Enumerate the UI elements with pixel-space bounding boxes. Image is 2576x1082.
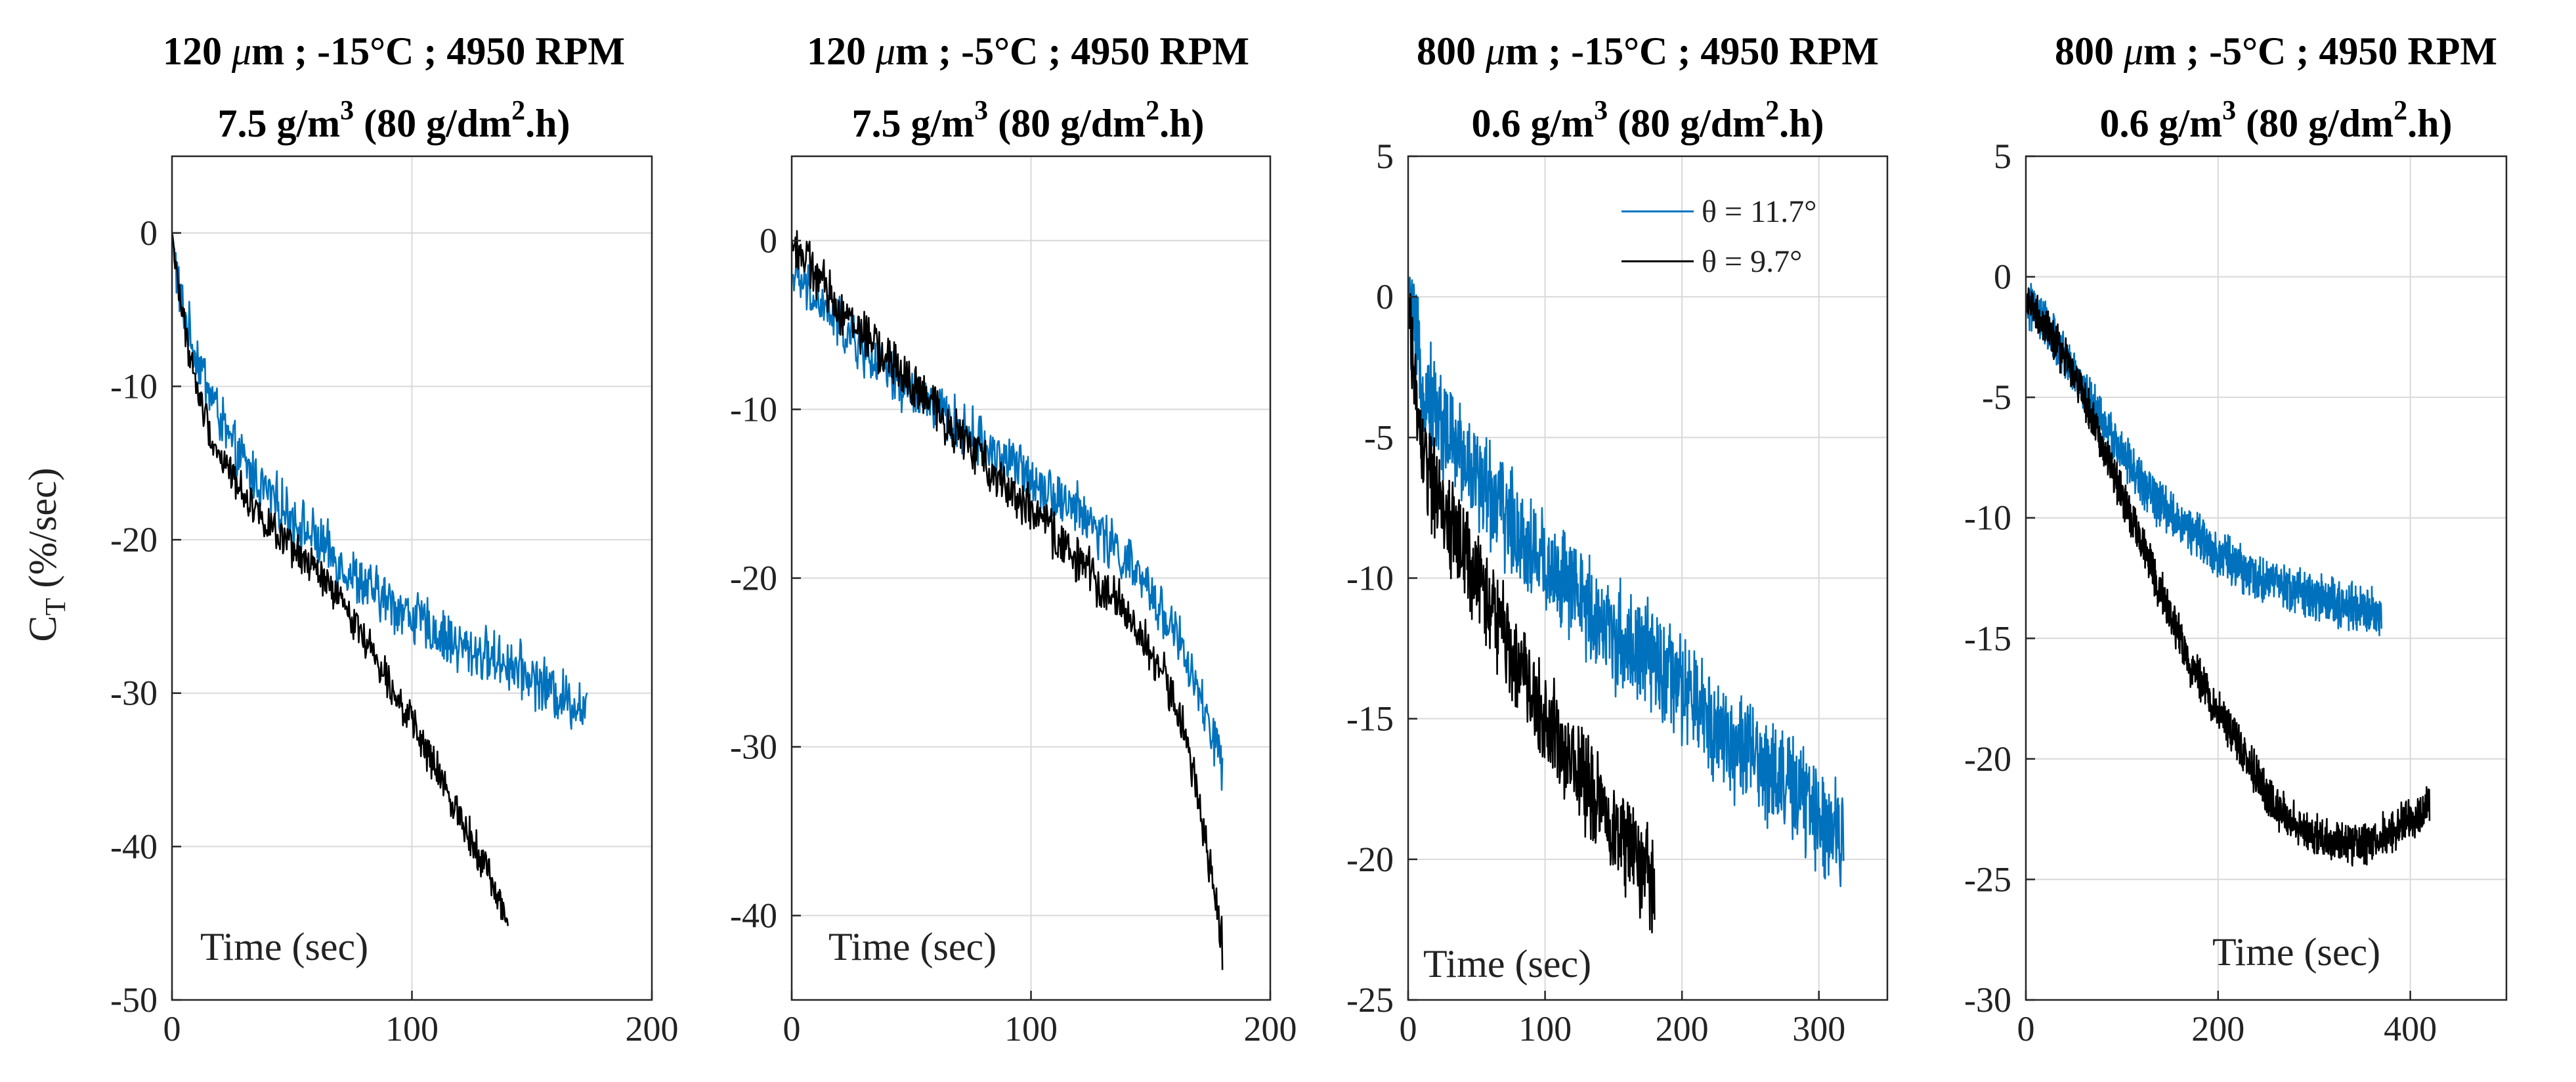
subplot-4-title-line2: 0.6 g/m3 (80 g/dm2.h) (2099, 96, 2452, 145)
y-axis-label-unit: (%/sec) (21, 467, 64, 597)
x-tick-label-100: 100 (385, 1009, 439, 1049)
subplot-1-series (172, 232, 588, 926)
subplot-4-series (2026, 282, 2431, 867)
y-tick-label-5: -5 (1364, 418, 1394, 457)
subplot-2-title-line1: 120 μm ; -5°C ; 4950 RPM (807, 30, 1249, 73)
subplot-4-title-line1: 800 μm ; -5°C ; 4950 RPM (2055, 30, 2497, 73)
y-tick-label-0: 0 (760, 221, 777, 261)
y-tick-label-15: -15 (1964, 618, 2011, 658)
y-tick-label-50: -50 (110, 980, 158, 1020)
subplot-2-x-axis-label: Time (sec) (828, 925, 997, 968)
y-axis-label-main: C (21, 616, 64, 642)
x-tick-label-300: 300 (1792, 1009, 1845, 1049)
y-tick-label-0: 0 (140, 213, 158, 253)
subplot-2-series (792, 230, 1224, 970)
y-tick-label-30: -30 (730, 727, 777, 767)
series-line-11-7 (2026, 282, 2382, 637)
y-tick-label-30: -30 (110, 674, 158, 713)
x-tick-label-200: 200 (626, 1009, 679, 1049)
legend-label-theta-9-7: θ = 9.7° (1702, 244, 1802, 279)
y-tick-label-0: 0 (1994, 257, 2011, 297)
series-line-9-7 (172, 232, 509, 926)
y-tick-label-5: 5 (1994, 137, 2011, 176)
series-line-9-7 (792, 230, 1224, 970)
subplot-1-x-axis-label: Time (sec) (200, 925, 368, 968)
subplot-1: 120 μm ; -15°C ; 4950 RPM 7.5 g/m3 (80 g… (110, 30, 678, 1049)
series-line-11-7 (172, 232, 588, 730)
legend: θ = 11.7° θ = 9.7° (1621, 194, 1816, 279)
subplot-1-title-line2: 7.5 g/m3 (80 g/dm2.h) (217, 96, 570, 145)
y-tick-label-40: -40 (110, 827, 158, 866)
subplot-2: 120 μm ; -5°C ; 4950 RPM 7.5 g/m3 (80 g/… (730, 30, 1297, 1049)
series-line-11-7 (792, 254, 1224, 791)
subplot-1-grid (171, 156, 653, 1001)
y-tick-label-10: -10 (1964, 498, 2011, 538)
y-tick-label-10: -10 (730, 390, 777, 429)
y-tick-label-15: -15 (1346, 699, 1394, 739)
y-axis-label: CT (%/sec) (21, 467, 72, 641)
y-tick-label-0: 0 (1376, 277, 1394, 316)
y-axis-label-sub: T (39, 598, 72, 616)
x-tick-label-400: 400 (2384, 1009, 2437, 1049)
subplot-3-series (1408, 276, 1845, 934)
y-tick-label-20: -20 (730, 559, 777, 598)
y-tick-label-30: -30 (1964, 980, 2011, 1020)
y-tick-label-25: -25 (1964, 859, 2011, 899)
y-tick-label-5: 5 (1376, 137, 1394, 176)
subplot-4-x-axis-label: Time (sec) (2212, 930, 2380, 974)
x-tick-label-200: 200 (2191, 1009, 2244, 1049)
subplot-4-axes-box (2025, 155, 2508, 1001)
subplot-3-ticks: 0 100 200 300 5 0 -5 -10 -15 -20 -25 (1346, 137, 1845, 1049)
subplot-3-title-line2: 0.6 g/m3 (80 g/dm2.h) (1471, 96, 1824, 145)
subplot-4: 800 μm ; -5°C ; 4950 RPM 0.6 g/m3 (80 g/… (1964, 30, 2508, 1049)
x-tick-label-100: 100 (1004, 1009, 1058, 1049)
x-tick-label-0: 0 (1400, 1009, 1417, 1049)
y-tick-label-10: -10 (1346, 559, 1394, 598)
legend-label-theta-11-7: θ = 11.7° (1702, 194, 1816, 229)
y-tick-label-10: -10 (110, 366, 158, 406)
x-tick-label-0: 0 (2017, 1009, 2035, 1049)
y-tick-label-5: -5 (1982, 378, 2011, 417)
series-line-9-7 (2026, 287, 2431, 867)
y-tick-label-25: -25 (1346, 980, 1394, 1020)
y-tick-label-20: -20 (1964, 739, 2011, 779)
subplot-3-x-axis-label: Time (sec) (1423, 942, 1591, 985)
x-tick-label-0: 0 (163, 1009, 181, 1049)
x-tick-label-200: 200 (1656, 1009, 1709, 1049)
subplot-3: 800 μm ; -15°C ; 4950 RPM 0.6 g/m3 (80 g… (1346, 30, 1889, 1049)
x-tick-label-100: 100 (1518, 1009, 1572, 1049)
subplot-1-ticks: 0 100 200 0 -10 -20 -30 -40 -50 (110, 213, 678, 1049)
subplot-3-title-line1: 800 μm ; -15°C ; 4950 RPM (1417, 30, 1879, 73)
subplot-2-ticks: 0 100 200 0 -10 -20 -30 -40 (730, 221, 1297, 1049)
subplot-1-title-line1: 120 μm ; -15°C ; 4950 RPM (163, 30, 625, 73)
subplot-4-ticks: 0 200 400 5 0 -5 -10 -15 -20 -25 -30 (1964, 137, 2437, 1049)
x-tick-label-200: 200 (1244, 1009, 1297, 1049)
y-tick-label-20: -20 (110, 520, 158, 559)
subplot-2-grid (791, 156, 1271, 1000)
y-tick-label-20: -20 (1346, 840, 1394, 879)
series-line-9-7 (1408, 293, 1656, 934)
y-tick-label-40: -40 (730, 896, 777, 936)
x-tick-label-0: 0 (783, 1009, 801, 1049)
series-line-11-7 (1408, 276, 1845, 888)
subplot-2-title-line2: 7.5 g/m3 (80 g/dm2.h) (851, 96, 1204, 145)
